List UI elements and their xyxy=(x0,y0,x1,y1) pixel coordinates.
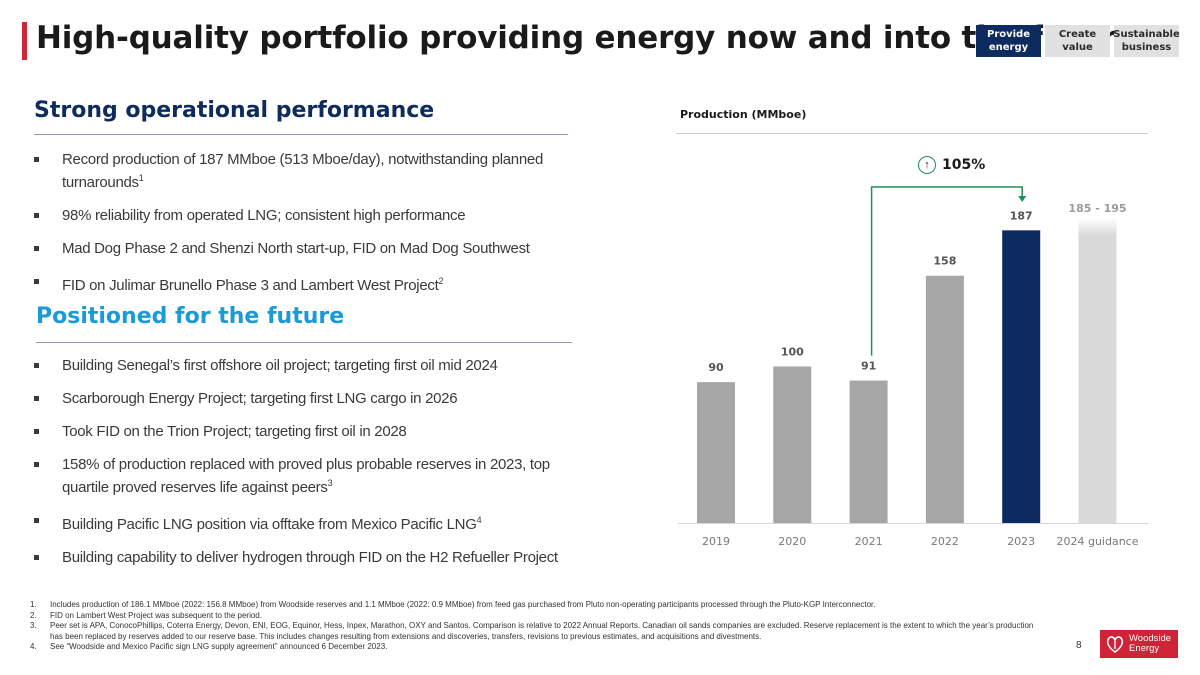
company-logo: Woodside Energy xyxy=(1100,630,1178,658)
data-label: 100 xyxy=(781,346,804,359)
production-chart: 90 2019 100 2020 91 2021 158 2022 187 2023 185 - 1… xyxy=(0,0,1200,675)
x-tick-label: 2022 xyxy=(931,535,959,548)
bar-2019 xyxy=(697,382,735,523)
data-label: 158 xyxy=(933,255,956,268)
footnotes: 1. Includes production of 186.1 MMboe (20… xyxy=(30,600,1040,653)
growth-label: 105% xyxy=(942,157,985,173)
footnote: 1. Includes production of 186.1 MMboe (20… xyxy=(30,600,1040,611)
arrow-up-icon: ↑ xyxy=(918,156,936,174)
bar-2020 xyxy=(773,367,811,524)
footnote: 3. Peer set is APA, ConocoPhillips, Coter… xyxy=(30,621,1040,642)
x-tick-label: 2024 guidance xyxy=(1056,535,1138,548)
logo-text: Woodside Energy xyxy=(1129,634,1171,654)
data-label: 91 xyxy=(861,360,876,373)
x-tick-label: 2020 xyxy=(778,535,806,548)
bar-2021 xyxy=(850,381,888,523)
footnote: 4. See “Woodside and Mexico Pacific sign … xyxy=(30,642,1040,653)
x-tick-label: 2023 xyxy=(1007,535,1035,548)
bar-2023 xyxy=(1002,230,1040,523)
bar-2022 xyxy=(926,276,964,523)
page-number: 8 xyxy=(1076,640,1082,651)
bar-2024-guidance xyxy=(1079,218,1117,523)
data-label: 90 xyxy=(708,361,724,374)
x-tick-label: 2019 xyxy=(702,535,730,548)
x-tick-label: 2021 xyxy=(855,535,883,548)
data-label: 185 - 195 xyxy=(1068,202,1126,215)
growth-arrowhead xyxy=(1018,196,1026,202)
growth-annotation: ↑ 105% xyxy=(918,156,985,174)
data-label: 187 xyxy=(1010,209,1033,222)
footnote: 2. FID on Lambert West Project was subseq… xyxy=(30,611,1040,622)
logo-mark-icon xyxy=(1104,633,1126,655)
